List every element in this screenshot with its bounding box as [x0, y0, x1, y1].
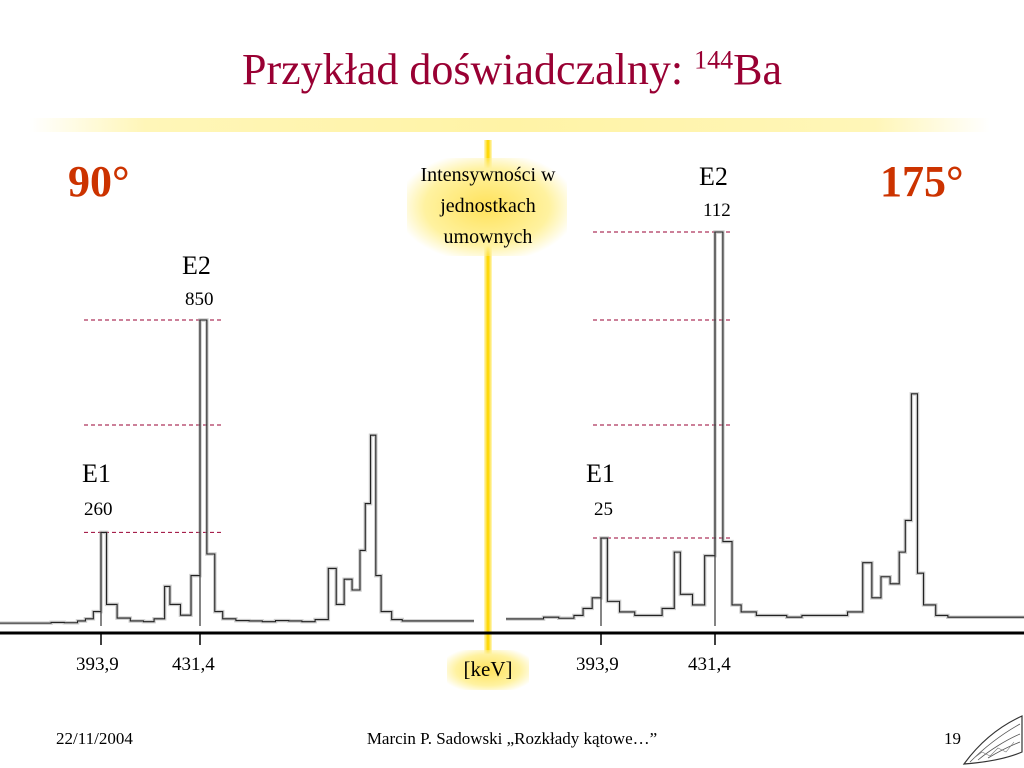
tick-label-393-right: 393,9: [576, 654, 619, 675]
peak-value-e1-175: 25: [594, 499, 613, 520]
peak-label-e1-175: E1: [586, 459, 615, 488]
spectrum-line-90: [0, 319, 474, 624]
footer-page-number: 19: [944, 729, 961, 748]
tick-label-431-right: 431,4: [688, 654, 731, 675]
peak-value-e1-90: 260: [84, 499, 113, 520]
peak-label-e2-175: E2: [699, 162, 728, 191]
intensity-note-highlight: [407, 158, 567, 256]
corner-ornament-icon: [962, 715, 1023, 765]
unit-highlight: [447, 650, 529, 690]
spectrum-shadow: [0, 318, 474, 625]
angle-175-label: 175°: [880, 157, 964, 206]
peak-label-e1-90: E1: [82, 459, 111, 488]
peak-value-e2-175: 112: [703, 200, 731, 221]
angle-90-label: 90°: [68, 157, 130, 206]
tick-label-431-left: 431,4: [172, 654, 215, 675]
peak-value-e2-90: 850: [185, 289, 214, 310]
title-underline-bar: [30, 118, 990, 132]
slide-title: Przykład doświadczalny: 144Ba: [0, 45, 1024, 94]
title-text: Przykład doświadczalny:: [242, 45, 695, 94]
peak-label-e2-90: E2: [182, 251, 211, 280]
footer-author: Marcin P. Sadowski „Rozkłady kątowe…”: [366, 729, 658, 748]
spectrum-line-175: [506, 231, 1024, 620]
center-divider-line: [484, 140, 492, 658]
title-element: Ba: [733, 45, 782, 94]
tick-label-393-left: 393,9: [76, 654, 119, 675]
intensity-note: Intensywności w jednostkach umownych: [420, 164, 556, 248]
spectrum-shadow: [506, 230, 1024, 621]
footer-date: 22/11/2004: [56, 729, 133, 748]
title-mass-number: 144: [694, 45, 734, 75]
unit-label: [keV]: [463, 657, 513, 681]
